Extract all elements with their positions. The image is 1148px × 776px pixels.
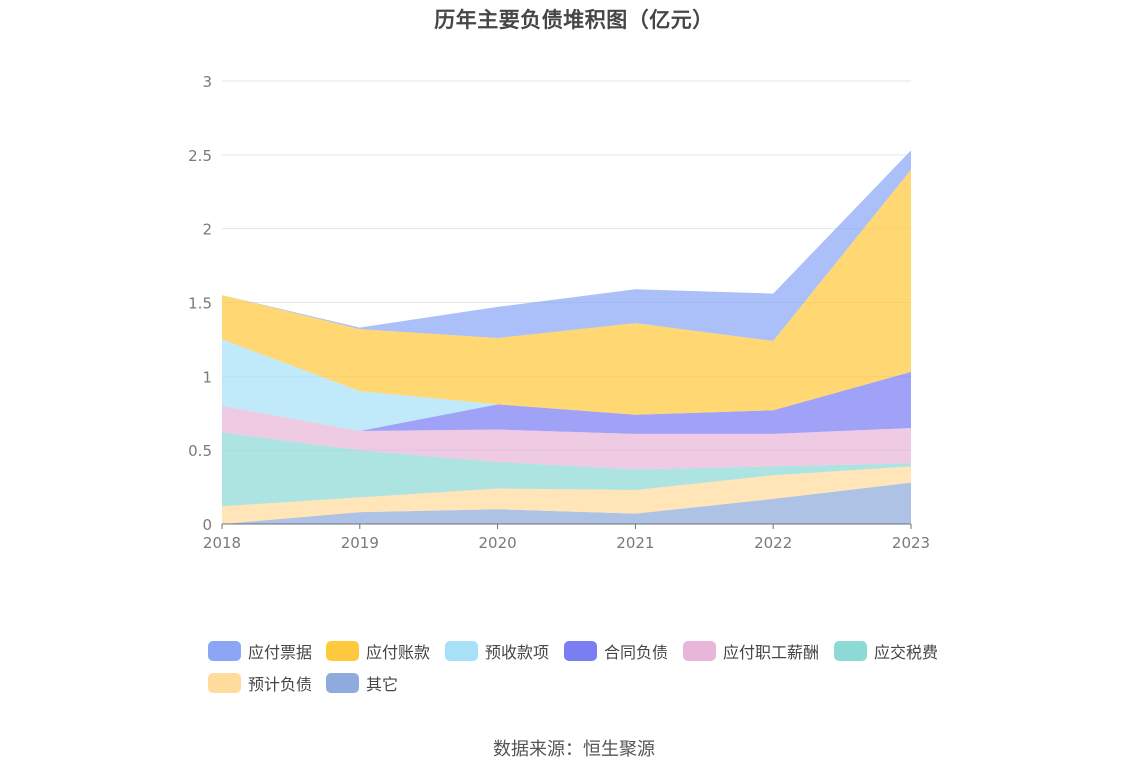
legend-item-employee-payable[interactable]: 应付职工薪酬 [683, 640, 819, 662]
y-tick-label: 1 [202, 368, 212, 386]
legend-label: 其它 [366, 675, 399, 694]
area-series-3[interactable] [222, 405, 911, 470]
y-tick-label: 1.5 [188, 295, 212, 313]
area-series-2[interactable] [222, 432, 911, 507]
area-series-1[interactable] [222, 466, 911, 524]
data-source-note: 数据来源：恒生聚源 [493, 739, 655, 760]
y-tick-label: 0 [202, 516, 212, 534]
legend-item-provisions[interactable]: 预计负债 [208, 672, 312, 694]
area-series-6[interactable] [222, 169, 911, 415]
area-series-4[interactable] [222, 371, 911, 434]
area-series-0[interactable] [222, 482, 911, 524]
y-tick-label: 2 [202, 221, 212, 239]
y-tick-label: 3 [202, 73, 212, 91]
legend-item-other[interactable]: 其它 [326, 672, 398, 694]
legend-item-accounts-payable[interactable]: 应付账款 [326, 640, 430, 662]
stacked-area-chart: 0 0.5 1 1.5 2 2.5 3 2018 2019 2020 2021 2022 2023 [188, 73, 930, 552]
x-tick-label: 2021 [616, 534, 654, 552]
area-series [222, 150, 911, 524]
y-tick-label: 0.5 [188, 442, 212, 460]
legend-swatch [683, 641, 716, 661]
legend-swatch [445, 641, 478, 661]
legend-swatch [834, 641, 867, 661]
legend-swatch [208, 673, 241, 693]
y-tick-label: 2.5 [188, 147, 212, 165]
x-tick-label: 2020 [479, 534, 517, 552]
legend-item-contract-liabilities[interactable]: 合同负债 [564, 640, 668, 662]
legend-item-notes-payable[interactable]: 应付票据 [208, 640, 312, 662]
legend-swatch [326, 641, 359, 661]
legend-swatch [326, 673, 359, 693]
x-tick-label: 2019 [341, 534, 379, 552]
x-tick-label: 2023 [892, 534, 930, 552]
legend-swatch [208, 641, 241, 661]
area-series-5[interactable] [222, 339, 911, 431]
legend-label: 应交税费 [874, 643, 939, 662]
legend-label: 应付账款 [366, 643, 431, 662]
x-tick-label: 2022 [754, 534, 792, 552]
axes: 0 0.5 1 1.5 2 2.5 3 2018 2019 2020 2021 2022 2023 [188, 73, 930, 552]
legend-label: 合同负债 [604, 643, 669, 662]
legend-swatch [564, 641, 597, 661]
legend-item-taxes-payable[interactable]: 应交税费 [834, 640, 938, 662]
legend-label: 预计负债 [248, 675, 313, 694]
chart-title: 历年主要负债堆积图（亿元） [434, 8, 714, 32]
area-series-7[interactable] [222, 150, 911, 341]
legend-label: 预收款项 [485, 643, 550, 662]
legend-label: 应付职工薪酬 [723, 643, 820, 662]
x-tick-label: 2018 [203, 534, 241, 552]
legend-label: 应付票据 [248, 643, 313, 662]
legend-item-advance-receipts[interactable]: 预收款项 [445, 640, 549, 662]
